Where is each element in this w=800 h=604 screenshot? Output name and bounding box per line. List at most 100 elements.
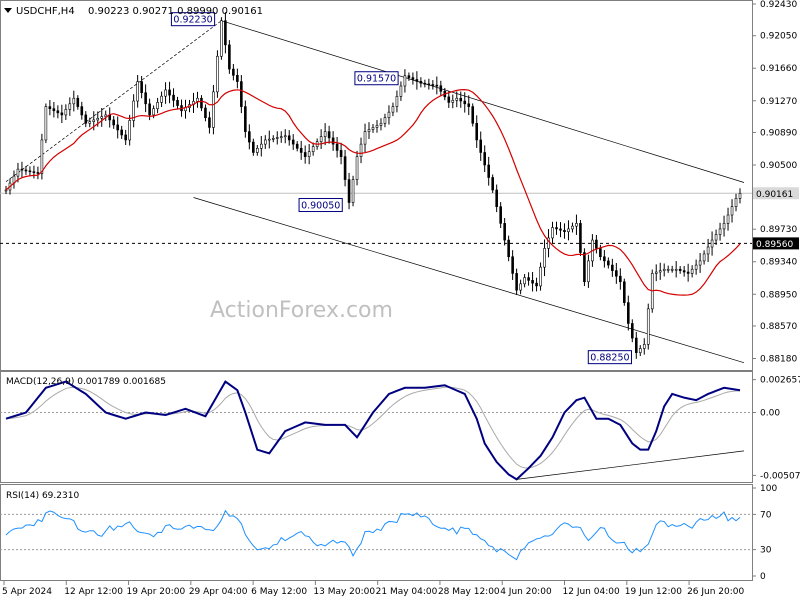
candle-body	[423, 82, 427, 85]
candle-body	[339, 150, 343, 157]
candle-body	[627, 302, 630, 324]
candle-body	[726, 214, 730, 224]
candle-body	[343, 156, 347, 180]
price-tick-label: 0.91660	[760, 64, 797, 74]
candle-body	[642, 344, 646, 349]
candle-body	[543, 248, 546, 268]
candle-body	[607, 260, 610, 266]
watermark: ActionForex.com	[210, 298, 393, 323]
macd-tick-label: 0.00	[760, 409, 780, 419]
rsi-layer	[0, 509, 752, 561]
candle-body	[491, 177, 494, 191]
candle-body	[391, 106, 395, 113]
candle-body	[104, 114, 108, 117]
candle-body	[547, 237, 550, 249]
candle-body	[323, 131, 327, 137]
candle-body	[734, 198, 738, 207]
time-tick-label: 19 Apr 20:00	[127, 587, 186, 597]
candle-body	[244, 106, 247, 132]
candle-body	[459, 97, 463, 102]
price-tick-label: 0.92430	[760, 0, 797, 10]
candle-body	[722, 223, 726, 230]
candle-body	[228, 44, 231, 70]
candle-body	[335, 143, 339, 151]
candle-body	[670, 268, 674, 271]
candle-body	[690, 268, 694, 274]
candle-body	[84, 114, 88, 124]
candle-body	[208, 117, 211, 128]
candle-body	[666, 268, 670, 271]
candle-body	[718, 228, 722, 235]
candle-body	[483, 152, 486, 166]
candle-body	[531, 280, 534, 284]
candle-body	[64, 109, 68, 116]
candle-body	[200, 97, 203, 109]
candle-body	[383, 117, 387, 124]
candle-body	[415, 79, 419, 82]
candle-body	[28, 170, 32, 173]
candle-body	[283, 135, 287, 138]
candle-body	[678, 268, 682, 271]
candle-body	[172, 94, 175, 101]
candle-body	[619, 275, 622, 283]
candle-body	[682, 270, 686, 273]
candle-body	[44, 106, 48, 141]
candle-body	[40, 139, 44, 174]
price-tick-label: 0.89730	[760, 225, 797, 235]
candle-body	[52, 108, 56, 112]
candle-body	[387, 111, 391, 119]
candle-body	[331, 137, 335, 145]
candle-body	[439, 85, 443, 92]
candle-body	[359, 143, 363, 157]
candle-body	[311, 146, 315, 152]
candle-body	[634, 337, 638, 353]
candle-body	[371, 127, 375, 130]
candle-body	[419, 81, 423, 84]
low-2-label-box	[587, 350, 632, 365]
candle-body	[535, 282, 538, 287]
price-tick-label: 0.88570	[760, 322, 797, 332]
candle-body	[603, 256, 606, 262]
candle-body	[164, 89, 167, 97]
candle-body	[32, 171, 36, 173]
candle-body	[375, 125, 379, 128]
candle-body	[630, 323, 634, 339]
candle-body	[60, 112, 64, 116]
price-tick-label: 0.91270	[760, 97, 797, 107]
price-tick-label: 0.92050	[760, 32, 797, 42]
candle-body	[539, 266, 542, 287]
candle-body	[112, 119, 116, 126]
candle-body	[694, 264, 698, 270]
candle-body	[463, 100, 467, 105]
candle-body	[128, 120, 131, 141]
macd-line	[5, 380, 741, 481]
rsi-tick-label: 30	[760, 546, 772, 556]
time-tick-label: 21 May 04:00	[376, 587, 438, 597]
candle-body	[403, 75, 407, 87]
candle-body	[351, 179, 355, 203]
candle-body	[363, 131, 367, 145]
candle-body	[571, 225, 574, 230]
candle-body	[120, 129, 123, 136]
candle-body	[615, 270, 618, 277]
candle-body	[271, 137, 275, 140]
candle-body	[583, 252, 586, 283]
candle-body	[575, 223, 578, 227]
candle-body	[658, 270, 662, 273]
candle-body	[579, 223, 582, 253]
candle-body	[427, 83, 431, 86]
low-2-label: 0.88250	[590, 353, 629, 364]
candle-body	[519, 283, 522, 291]
candle-body	[291, 139, 295, 145]
candle-body	[232, 68, 235, 76]
rsi-line	[5, 509, 741, 561]
candle-body	[303, 152, 307, 157]
dropdown-triangle-icon[interactable]	[4, 8, 12, 13]
high-2-label-box	[354, 71, 399, 86]
candle-body	[674, 268, 678, 271]
candle-body	[379, 122, 383, 126]
candle-body	[36, 172, 40, 174]
macd-tick-label: 0.002657	[760, 376, 800, 386]
